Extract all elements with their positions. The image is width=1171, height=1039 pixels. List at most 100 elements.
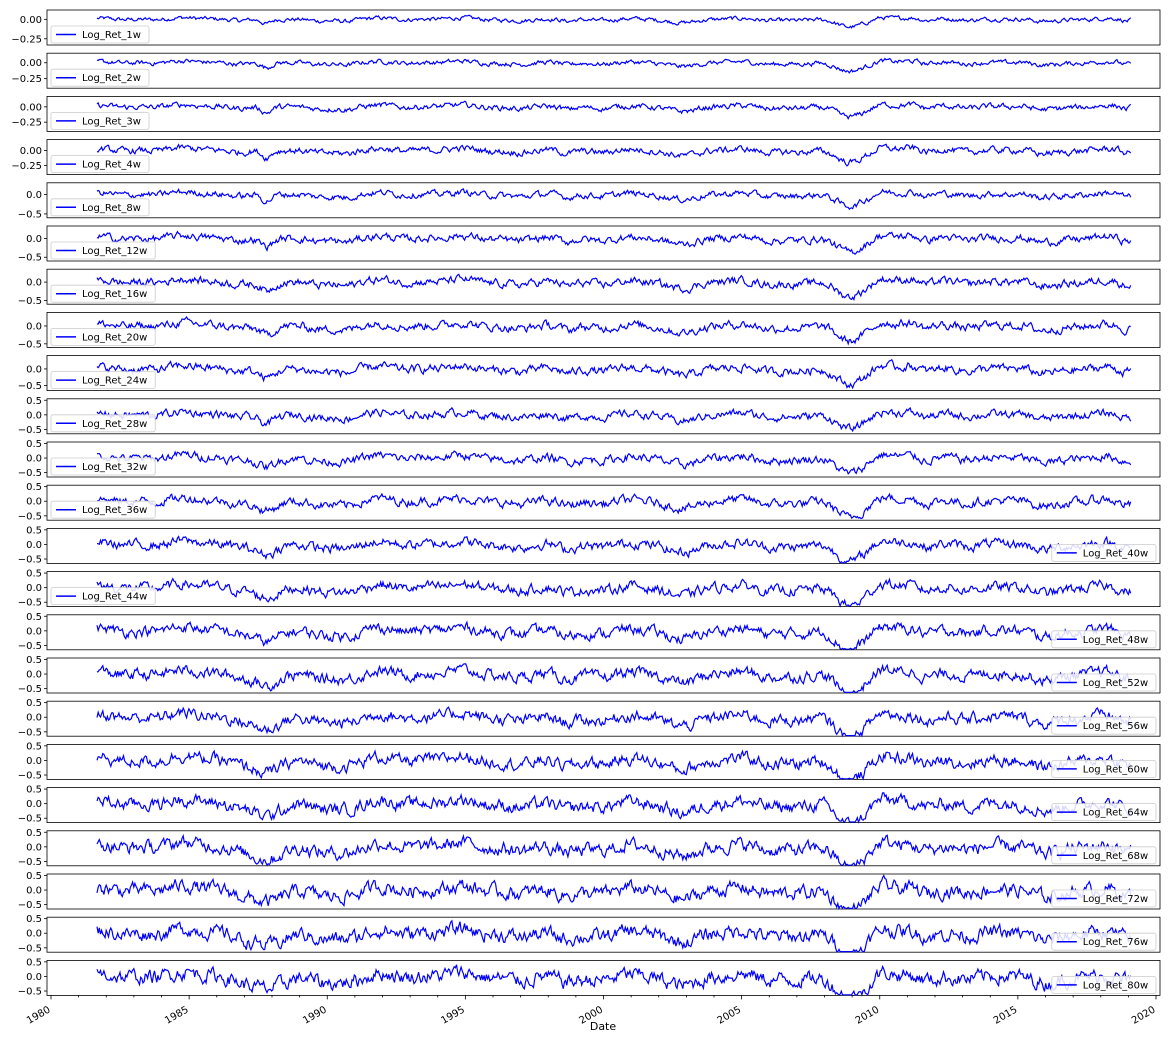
panel: 0.5 0.0 −0.5 Log_Ret_76w bbox=[18, 914, 1161, 954]
panel-frame bbox=[46, 268, 1161, 305]
legend-label: Log_Ret_76w bbox=[1083, 937, 1148, 948]
legend-label: Log_Ret_4w bbox=[82, 160, 141, 171]
panel-frame bbox=[46, 744, 1161, 780]
y-tick-label: 0.5 bbox=[26, 828, 42, 839]
panel: 0.5 0.0 −0.5 Log_Ret_28w bbox=[18, 396, 1161, 436]
legend-label: Log_Ret_36w bbox=[82, 505, 147, 516]
y-tick-label: 0.5 bbox=[26, 439, 42, 450]
panel: 0.5 0.0 −0.5 Log_Ret_48w bbox=[18, 612, 1161, 652]
legend-box bbox=[1051, 803, 1157, 821]
legend-box bbox=[50, 327, 156, 346]
panel-frame bbox=[46, 139, 1161, 176]
legend-label: Log_Ret_2w bbox=[82, 73, 141, 84]
panel-frame bbox=[46, 657, 1161, 694]
y-tick-label: −0.5 bbox=[18, 511, 42, 522]
panel-frame bbox=[46, 614, 1161, 651]
panel-frame bbox=[46, 225, 1161, 262]
y-tick-label: −0.5 bbox=[18, 381, 42, 392]
legend-label: Log_Ret_8w bbox=[82, 203, 141, 214]
panel: 0.5 0.0 −0.5 Log_Ret_56w bbox=[18, 698, 1161, 738]
y-tick-label: 0.0 bbox=[26, 190, 42, 201]
y-tick-label: −0.5 bbox=[18, 814, 42, 825]
legend-label: Log_Ret_48w bbox=[1083, 635, 1148, 646]
legend-box bbox=[50, 198, 150, 217]
series-line bbox=[96, 492, 1132, 520]
x-tick-label: 2010 bbox=[854, 1004, 882, 1026]
y-tick-label: 0.5 bbox=[26, 482, 42, 493]
y-tick-label: 0.0 bbox=[26, 454, 42, 465]
series-line bbox=[96, 406, 1132, 433]
panel-frame bbox=[46, 355, 1161, 392]
x-tick-label: 2015 bbox=[992, 1004, 1020, 1026]
x-tick-label: 1990 bbox=[301, 1004, 329, 1026]
panel-frame bbox=[46, 916, 1161, 953]
y-tick-label: 0.0 bbox=[26, 321, 42, 332]
legend-label: Log_Ret_1w bbox=[82, 30, 141, 41]
panel-frame bbox=[46, 571, 1161, 607]
panel: 0.0 −0.5 Log_Ret_12w bbox=[18, 225, 1161, 264]
legend-box bbox=[50, 241, 156, 260]
y-tick-label: 0.5 bbox=[26, 612, 42, 623]
panel-frame bbox=[46, 960, 1161, 996]
y-tick-label: 0.0 bbox=[26, 540, 42, 551]
legend-label: Log_Ret_3w bbox=[82, 116, 141, 127]
panel: 0.5 0.0 −0.5 Log_Ret_60w bbox=[18, 741, 1161, 782]
y-tick-label: 0.0 bbox=[26, 278, 42, 289]
series-line bbox=[96, 749, 1132, 781]
panel-frame bbox=[46, 398, 1161, 435]
y-tick-label: 0.5 bbox=[26, 871, 42, 882]
legend-label: Log_Ret_44w bbox=[82, 592, 147, 603]
legend-label: Log_Ret_68w bbox=[1083, 851, 1148, 862]
series-line bbox=[96, 620, 1132, 650]
y-tick-label: −0.5 bbox=[18, 771, 42, 782]
panel: 0.5 0.0 −0.5 Log_Ret_68w bbox=[18, 828, 1161, 868]
y-tick-label: −0.5 bbox=[18, 598, 42, 609]
panel: 0.00 −0.25 Log_Ret_4w bbox=[11, 139, 1161, 176]
series-line bbox=[96, 358, 1132, 390]
y-tick-label: −0.5 bbox=[18, 425, 42, 436]
legend-label: Log_Ret_56w bbox=[1083, 721, 1148, 732]
y-tick-label: 0.0 bbox=[26, 410, 42, 421]
panel: 0.0 −0.5 Log_Ret_20w bbox=[18, 311, 1161, 350]
legend-label: Log_Ret_64w bbox=[1083, 808, 1148, 819]
x-axis-label: Date bbox=[590, 1020, 617, 1033]
series-line bbox=[96, 230, 1132, 256]
legend-box bbox=[50, 371, 156, 390]
panel-frame bbox=[46, 96, 1161, 132]
y-tick-label: 0.0 bbox=[26, 626, 42, 637]
panel: 0.5 0.0 −0.5 Log_Ret_80w bbox=[18, 957, 1161, 998]
legend-box bbox=[50, 457, 156, 476]
y-tick-label: 0.0 bbox=[26, 886, 42, 897]
y-tick-label: −0.5 bbox=[18, 641, 42, 652]
series-line bbox=[96, 535, 1131, 564]
panel: 0.00 −0.25 Log_Ret_2w bbox=[11, 52, 1161, 89]
x-tick-label: 1980 bbox=[25, 1004, 53, 1026]
series-line bbox=[96, 706, 1132, 738]
panel-frame bbox=[46, 528, 1161, 564]
panel: 0.5 0.0 −0.5 Log_Ret_36w bbox=[18, 482, 1161, 522]
x-tick-label: 2005 bbox=[716, 1004, 744, 1026]
panel-frame bbox=[46, 484, 1161, 521]
panel-frame bbox=[46, 700, 1161, 737]
legend-box bbox=[1051, 889, 1157, 908]
y-tick-label: −0.5 bbox=[18, 296, 42, 307]
series-line bbox=[96, 188, 1132, 210]
legend-label: Log_Ret_60w bbox=[1083, 764, 1148, 775]
y-tick-label: 0.5 bbox=[26, 957, 42, 968]
panel-frame bbox=[46, 830, 1161, 867]
panel: 0.5 0.0 −0.5 Log_Ret_72w bbox=[18, 871, 1161, 911]
panels: 0.00−0.25 Log_Ret_1w0.00−0.25 Log_Ret_2w0.… bbox=[11, 9, 1161, 998]
legend-label: Log_Ret_72w bbox=[1083, 894, 1148, 905]
series-line bbox=[96, 57, 1132, 74]
y-tick-label: −0.5 bbox=[18, 727, 42, 738]
y-tick-label: −0.5 bbox=[18, 253, 42, 264]
y-tick-label: 0.0 bbox=[26, 364, 42, 375]
y-tick-label: 0.5 bbox=[26, 741, 42, 752]
y-tick-label: −0.5 bbox=[18, 339, 42, 350]
y-tick-label: −0.5 bbox=[18, 555, 42, 566]
legend-box bbox=[1051, 846, 1157, 865]
legend-box bbox=[50, 25, 150, 44]
legend-box bbox=[1051, 760, 1157, 778]
legend-label: Log_Ret_16w bbox=[82, 289, 147, 300]
panel-frame bbox=[46, 311, 1161, 348]
